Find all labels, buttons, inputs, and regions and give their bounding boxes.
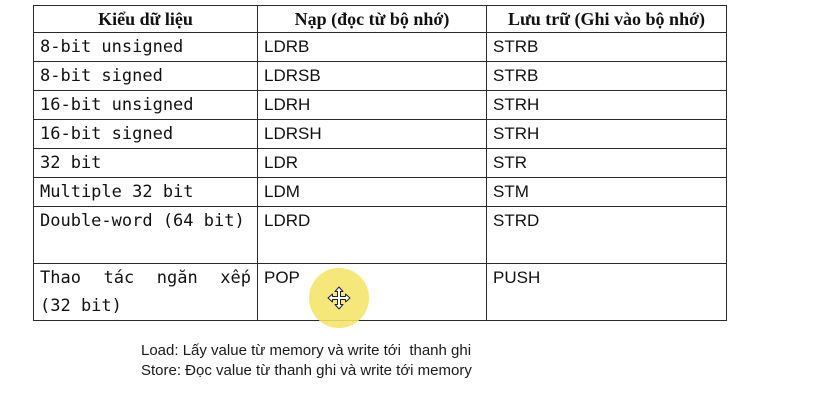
cell-store-instruction: STM bbox=[486, 177, 727, 207]
cell-load-instruction: LDRB bbox=[257, 32, 487, 62]
cell-store-instruction: STRD bbox=[486, 206, 727, 264]
table-row: Double-word (64 bit) LDRD STRD bbox=[33, 206, 727, 264]
header-store: Lưu trữ (Ghi vào bộ nhớ) bbox=[486, 5, 727, 33]
note-store: Store: Đọc value từ thanh ghi và write t… bbox=[141, 362, 472, 379]
cell-data-type: Thao tác ngăn xếp (32 bit) bbox=[33, 263, 258, 321]
table-row: 8-bit signed LDRSB STRB bbox=[33, 61, 727, 91]
cell-data-type: 16-bit unsigned bbox=[33, 90, 258, 120]
note-load: Load: Lấy value từ memory và write tới t… bbox=[141, 342, 472, 359]
load-store-instruction-table: Kiểu dữ liệu Nạp (đọc từ bộ nhớ) Lưu trữ… bbox=[33, 5, 727, 321]
cell-store-instruction: STRB bbox=[486, 32, 727, 62]
table-header-row: Kiểu dữ liệu Nạp (đọc từ bộ nhớ) Lưu trữ… bbox=[33, 5, 727, 33]
table-row: 16-bit signed LDRSH STRH bbox=[33, 119, 727, 149]
cell-store-instruction: STRB bbox=[486, 61, 727, 91]
table-row: Thao tác ngăn xếp (32 bit) POP PUSH bbox=[33, 263, 727, 321]
cell-load-instruction: LDRD bbox=[257, 206, 487, 264]
table-row: 32 bit LDR STR bbox=[33, 148, 727, 178]
cell-data-type: 8-bit unsigned bbox=[33, 32, 258, 62]
table-row: Multiple 32 bit LDM STM bbox=[33, 177, 727, 207]
table-row: 8-bit unsigned LDRB STRB bbox=[33, 32, 727, 62]
cell-data-type: 16-bit signed bbox=[33, 119, 258, 149]
cell-store-instruction: STRH bbox=[486, 119, 727, 149]
cell-load-instruction: LDRSH bbox=[257, 119, 487, 149]
cell-store-instruction: PUSH bbox=[486, 263, 727, 321]
cell-data-type-text: Double-word (64 bit) bbox=[40, 211, 245, 231]
cell-data-type: 8-bit signed bbox=[33, 61, 258, 91]
cell-data-type: Multiple 32 bit bbox=[33, 177, 258, 207]
cell-data-type-text: Thao tác ngăn xếp (32 bit) bbox=[40, 268, 251, 316]
cell-load-instruction: LDR bbox=[257, 148, 487, 178]
instruction-table-container: Kiểu dữ liệu Nạp (đọc từ bộ nhớ) Lưu trữ… bbox=[33, 5, 727, 321]
cell-load-instruction: POP bbox=[257, 263, 487, 321]
header-load: Nạp (đọc từ bộ nhớ) bbox=[257, 5, 487, 33]
table-row: 16-bit unsigned LDRH STRH bbox=[33, 90, 727, 120]
cell-data-type: 32 bit bbox=[33, 148, 258, 178]
cell-load-instruction: LDRH bbox=[257, 90, 487, 120]
header-data-type: Kiểu dữ liệu bbox=[33, 5, 258, 33]
cell-load-instruction: LDM bbox=[257, 177, 487, 207]
cell-load-instruction: LDRSB bbox=[257, 61, 487, 91]
cell-store-instruction: STRH bbox=[486, 90, 727, 120]
notes-block: Load: Lấy value từ memory và write tới t… bbox=[141, 341, 472, 381]
move-icon bbox=[327, 286, 351, 310]
cell-data-type: Double-word (64 bit) bbox=[33, 206, 258, 264]
cell-store-instruction: STR bbox=[486, 148, 727, 178]
